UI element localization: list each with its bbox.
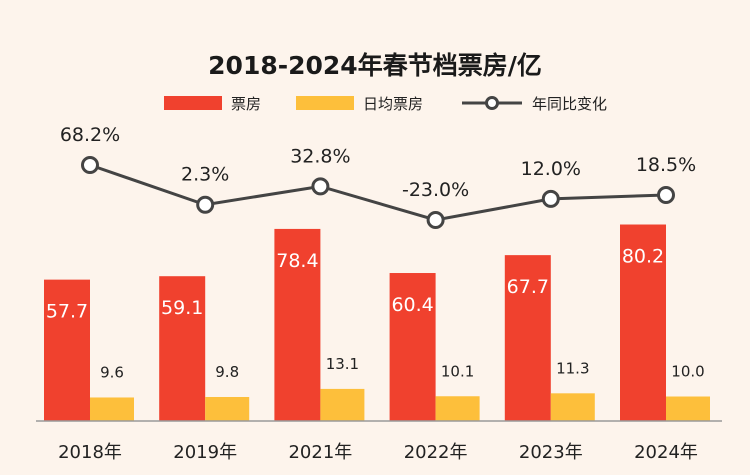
daily-bar-label: 9.8 [215,363,239,381]
yoy-line-path [89,163,667,222]
x-tick-label: 2019年 [173,442,237,463]
yoy-point [311,177,330,196]
box-office-bar-label: 60.4 [391,294,433,316]
daily-bar [666,396,710,421]
x-tick-label: 2022年 [404,442,468,463]
box-office-bar [504,255,551,421]
yoy-label: 32.8% [290,145,350,167]
daily-bar [90,397,134,421]
daily-bar-label: 10.0 [671,363,704,381]
daily-bars: 9.6 9.8 13.1 10.1 11.3 10.0 [90,355,710,421]
box-office-bar [620,224,666,421]
daily-bar [320,388,365,421]
yoy-label: 68.2% [60,124,120,146]
legend: 票房 日均票房 年同比变化 [164,95,607,113]
daily-bar-label: 9.6 [100,363,124,381]
box-office-bar-label: 67.7 [507,276,549,298]
legend-swatch-box-office [164,96,222,110]
chart-title: 2018-2024年春节档票房/亿 [208,51,542,80]
daily-bar [205,396,250,421]
legend-swatch-daily [296,96,354,110]
box-office-bar [389,273,436,421]
yoy-point [196,195,215,214]
x-tick-label: 2024年 [634,442,698,463]
legend-marker-yoy [485,96,499,110]
box-office-bar-label: 57.7 [46,301,88,323]
box-office-bar [44,279,90,421]
x-tick-label: 2021年 [288,442,352,463]
yoy-label: 18.5% [636,154,696,176]
x-tick-label: 2018年 [58,442,122,463]
yoy-point [426,211,445,229]
yoy-line: 68.2% 2.3% 32.8% -23.0% 12.0% 18.5% [60,124,696,229]
daily-bar-label: 13.1 [326,355,359,373]
daily-bar [550,393,595,421]
daily-bar-label: 10.1 [441,362,474,380]
legend-label-box-office: 票房 [231,95,261,113]
x-tick-label: 2023年 [519,442,583,463]
box-office-bar [274,228,321,421]
yoy-label: 2.3% [181,164,229,186]
yoy-point [81,156,99,174]
legend-label-yoy: 年同比变化 [532,95,607,113]
box-office-bar-label: 59.1 [161,297,203,319]
box-office-bar-label: 80.2 [622,246,664,268]
box-office-bar-label: 78.4 [276,250,318,272]
box-office-bar [159,276,206,421]
yoy-point [541,189,560,208]
yoy-label: 12.0% [521,158,581,180]
daily-bar [435,396,480,421]
x-axis-ticks: 2018年 2019年 2021年 2022年 2023年 2024年 [58,442,698,463]
legend-label-daily: 日均票房 [363,95,423,113]
daily-bar-label: 11.3 [556,359,589,377]
yoy-label: -23.0% [402,179,469,201]
yoy-point [657,185,675,204]
box-office-bars: 57.7 59.1 78.4 60.4 67.7 80.2 [44,224,666,421]
